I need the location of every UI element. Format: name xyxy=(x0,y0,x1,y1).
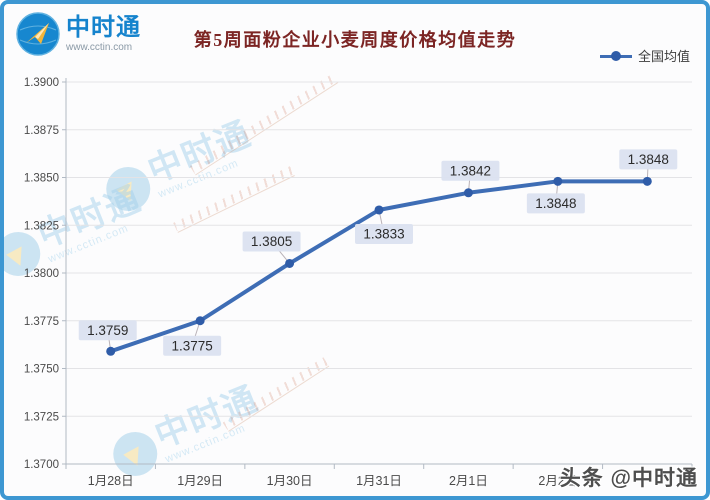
x-axis-label: 2月1日 xyxy=(449,474,488,488)
data-point-marker xyxy=(642,176,652,186)
data-label: 1.3833 xyxy=(363,226,404,241)
data-label: 1.3759 xyxy=(87,323,128,338)
logo-globe-icon xyxy=(16,12,60,56)
data-label-box xyxy=(163,335,222,356)
toutiao-watermark: 头条 @中时通 xyxy=(559,467,698,490)
data-label-box xyxy=(242,231,301,252)
logo-brand-text: 中时通 xyxy=(66,13,141,41)
data-label: 1.3848 xyxy=(535,196,576,211)
legend: 全国均值 xyxy=(599,46,690,65)
y-axis-label: 1.3850 xyxy=(24,173,59,185)
site-logo: 中时通 www.cctin.com xyxy=(16,12,141,56)
data-label-box xyxy=(355,223,413,244)
data-label-box xyxy=(526,193,585,214)
y-axis-label: 1.3900 xyxy=(24,77,59,89)
data-label: 1.3805 xyxy=(251,234,292,249)
data-label-box xyxy=(441,160,500,181)
x-axis-label: 1月29日 xyxy=(177,474,223,488)
line-chart: 1.3700 1.3725 1.3750 1.3775 1.3800 1.3825 1.38… xyxy=(24,77,693,488)
data-point-marker xyxy=(553,176,563,186)
data-label-box xyxy=(619,149,678,170)
data-label: 1.3775 xyxy=(171,338,212,353)
y-axis-label: 1.3725 xyxy=(24,411,59,423)
x-axis-label: 1月30日 xyxy=(267,474,313,488)
y-axis-label: 1.3775 xyxy=(24,316,59,328)
y-axis-label: 1.3825 xyxy=(24,220,59,232)
x-axis-label: 2月2日 xyxy=(538,474,577,488)
data-point-marker xyxy=(195,316,205,326)
data-point-marker xyxy=(463,188,473,198)
legend-line-marker-icon xyxy=(599,50,632,61)
data-point-marker xyxy=(285,258,295,268)
chart-title: 第5周面粉企业小麦周度价格均值走势 xyxy=(193,30,517,50)
y-axis-label: 1.3700 xyxy=(24,459,59,471)
data-label: 1.3848 xyxy=(628,152,669,167)
x-axis-label: 1月31日 xyxy=(356,474,402,488)
data-label-box xyxy=(78,320,137,341)
legend-label: 全国均值 xyxy=(637,49,690,64)
logo-url-text: www.cctin.com xyxy=(66,41,133,53)
y-axis-label: 1.3875 xyxy=(24,125,59,137)
y-axis-label: 1.3750 xyxy=(24,364,59,376)
y-axis-label: 1.3800 xyxy=(24,268,59,280)
x-axis-label: 1月28日 xyxy=(88,474,134,488)
data-point-marker xyxy=(374,205,384,215)
data-label: 1.3842 xyxy=(450,163,491,178)
data-point-marker xyxy=(106,346,116,356)
